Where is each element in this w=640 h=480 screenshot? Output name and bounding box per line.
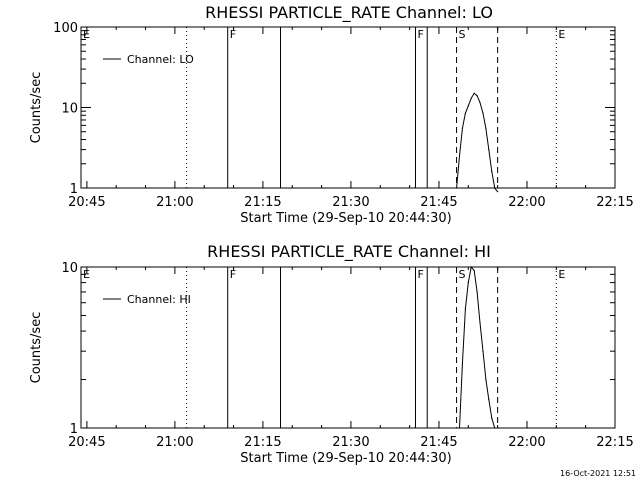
- x-tick-label: 22:00: [508, 435, 545, 450]
- data-point: [491, 417, 493, 419]
- x-tick-label: 21:45: [420, 195, 457, 210]
- data-point: [470, 266, 472, 268]
- data-point: [485, 378, 487, 381]
- data-point: [461, 127, 464, 130]
- event-marker-label: F: [417, 268, 423, 281]
- data-point: [470, 97, 472, 99]
- x-tick-label: 21:15: [244, 195, 281, 210]
- plot-frame: [80, 26, 616, 189]
- x-axis-label: Start Time (29-Sep-10 20:44:30): [240, 451, 451, 466]
- event-marker-label: E: [83, 268, 90, 281]
- data-point: [497, 191, 499, 193]
- data-series-line: [459, 265, 496, 429]
- x-tick-label: 20:45: [68, 195, 105, 210]
- chart-title: RHESSI PARTICLE_RATE Channel: HI: [207, 242, 491, 262]
- x-axis-label: Start Time (29-Sep-10 20:44:30): [240, 211, 451, 226]
- chart-panel-hi: RHESSI PARTICLE_RATE Channel: HI 20:45 21:…: [29, 242, 634, 466]
- data-point: [488, 148, 490, 151]
- data-point: [473, 92, 475, 94]
- x-tick-label: 21:00: [156, 435, 193, 450]
- data-point: [479, 102, 481, 104]
- x-tick-label: 21:45: [420, 435, 457, 450]
- event-marker-label: S: [459, 28, 466, 41]
- data-point: [458, 427, 461, 429]
- x-tick-label: 21:00: [156, 195, 193, 210]
- x-tick-label: 21:15: [244, 435, 281, 450]
- data-point: [482, 350, 484, 352]
- legend-label: Channel: HI: [127, 293, 191, 306]
- data-point: [485, 127, 487, 130]
- data-point: [491, 170, 493, 173]
- y-tick-label: 10: [61, 102, 78, 117]
- x-tick-label: 21:30: [332, 435, 369, 450]
- y-axis-label: Counts/sec: [29, 312, 44, 384]
- data-point: [476, 291, 478, 293]
- data-point: [494, 187, 496, 189]
- data-point: [476, 95, 478, 97]
- y-tick-label: 100: [53, 21, 78, 36]
- data-point: [464, 308, 466, 310]
- legend-label: Channel: LO: [127, 53, 194, 66]
- data-point: [473, 269, 475, 272]
- data-series-line: [456, 92, 498, 193]
- event-marker-label: E: [558, 268, 565, 281]
- event-marker-label: E: [558, 28, 565, 41]
- chart-panel-lo: RHESSI PARTICLE_RATE Channel: LO 20:45 21:…: [29, 3, 634, 226]
- data-point: [455, 187, 458, 189]
- plot-frame: [80, 266, 616, 429]
- event-marker-label: F: [230, 28, 236, 41]
- event-marker-label: F: [417, 28, 423, 41]
- y-tick-label: 1: [70, 182, 78, 197]
- data-point: [482, 112, 484, 114]
- event-marker-label: F: [230, 268, 236, 281]
- y-tick-label: 1: [70, 422, 78, 437]
- x-tick-label: 21:30: [332, 195, 369, 210]
- event-marker-label: S: [459, 268, 466, 281]
- data-point: [479, 322, 481, 324]
- data-point: [461, 363, 464, 365]
- y-tick-label: 10: [61, 261, 78, 276]
- data-point: [467, 282, 469, 284]
- x-tick-label: 22:00: [508, 195, 545, 210]
- data-point: [488, 399, 490, 401]
- x-tick-label: 22:15: [596, 435, 633, 450]
- data-point: [458, 155, 461, 157]
- x-tick-label: 22:15: [596, 195, 633, 210]
- data-point: [464, 112, 466, 114]
- event-marker-label: E: [83, 28, 90, 41]
- data-point: [494, 427, 496, 429]
- x-tick-label: 20:45: [68, 435, 105, 450]
- data-point: [467, 105, 469, 107]
- timestamp: 16-Oct-2021 12:51: [560, 469, 636, 478]
- chart-title: RHESSI PARTICLE_RATE Channel: LO: [205, 3, 493, 23]
- y-axis-label: Counts/sec: [29, 72, 44, 144]
